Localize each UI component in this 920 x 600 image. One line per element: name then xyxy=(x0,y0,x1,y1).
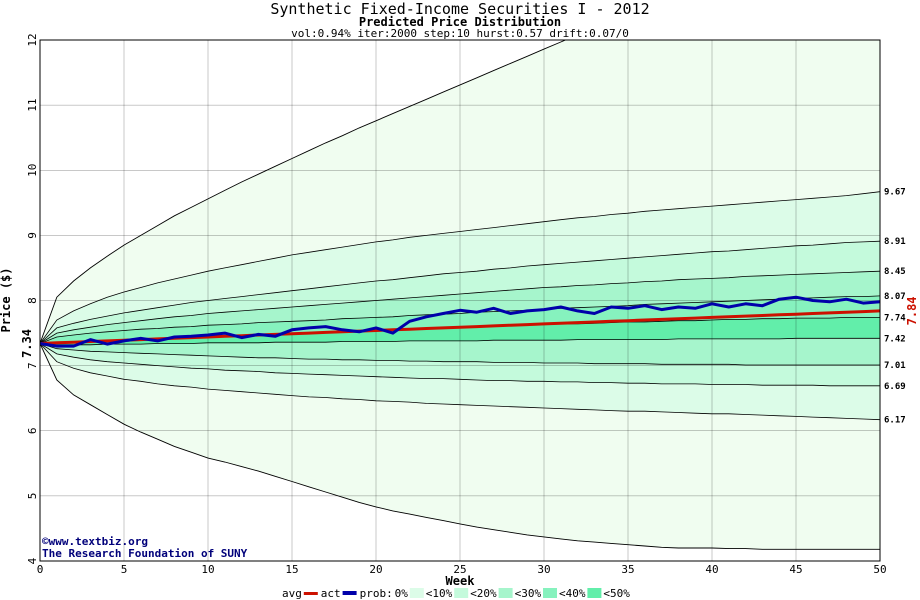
legend-item-1: <10% xyxy=(426,587,453,600)
percentile-line-9.67 xyxy=(40,191,880,344)
legend-item-5: <50% xyxy=(603,587,630,600)
percentile-line-7.01 xyxy=(40,343,880,366)
legend-swatch-4 xyxy=(543,588,557,598)
percentile-line-8.45 xyxy=(40,270,880,344)
series-act xyxy=(39,295,881,348)
x-tick-0: 0 xyxy=(37,563,44,576)
legend-item-4: <40% xyxy=(559,587,586,600)
right-label-8.45: 8.45 xyxy=(884,267,906,277)
legend-avg-label: avg xyxy=(282,587,302,600)
plot-frame xyxy=(39,39,881,562)
y-tick-labels: 4 5 6 7 8 9 10 11 12 xyxy=(26,33,39,564)
credit-website: ©www.textbiz.org xyxy=(42,535,148,548)
legend-act-swatch xyxy=(342,591,357,595)
y-axis-label: Price ($) xyxy=(0,267,13,332)
legend-act-label: act xyxy=(321,587,341,600)
legend-avg-swatch xyxy=(303,592,318,595)
y-tick-7: 7 xyxy=(26,362,39,369)
legend-item-0: 0% xyxy=(395,587,409,600)
y-tick-9: 9 xyxy=(26,232,39,239)
x-axis-label: Week xyxy=(446,574,476,588)
legend-swatch-1 xyxy=(409,588,424,598)
legend: avg act prob: 0% <10% <20% <30% <40% <50% xyxy=(282,587,630,600)
legend-swatch-3 xyxy=(498,588,513,598)
y-tick-8: 8 xyxy=(26,297,39,304)
x-tick-25: 25 xyxy=(453,563,466,576)
x-tick-50: 50 xyxy=(873,563,886,576)
percentile-line-6.17 xyxy=(40,343,880,421)
chart-params: vol:0.94% iter:2000 step:10 hurst:0.57 d… xyxy=(291,27,629,40)
envelope-upper-line xyxy=(40,40,567,344)
right-label-8.07: 8.07 xyxy=(884,292,906,302)
percentile-line-8.07 xyxy=(40,295,880,344)
y-tick-5: 5 xyxy=(26,493,39,500)
end-price-label: 7.84 xyxy=(905,296,919,325)
x-tick-30: 30 xyxy=(537,563,550,576)
right-label-6.69: 6.69 xyxy=(884,382,906,392)
chart-title: Synthetic Fixed-Income Securities I - 20… xyxy=(270,0,649,18)
x-tick-5: 5 xyxy=(121,563,128,576)
y-tick-11: 11 xyxy=(26,99,39,112)
y-tick-4: 4 xyxy=(26,557,39,564)
right-label-9.67: 9.67 xyxy=(884,188,906,198)
y-tick-6: 6 xyxy=(26,427,39,434)
percentile-line-7.42 xyxy=(40,337,880,346)
start-price-label: 7.34 xyxy=(20,329,34,358)
percentile-line-8.91 xyxy=(40,240,880,344)
envelope-lower-line xyxy=(40,343,880,550)
credit-organization: The Research Foundation of SUNY xyxy=(42,547,248,560)
x-tick-35: 35 xyxy=(621,563,634,576)
percentile-line-6.69 xyxy=(40,343,880,387)
legend-item-2: <20% xyxy=(470,587,497,600)
x-tick-45: 45 xyxy=(789,563,802,576)
right-label-7.74: 7.74 xyxy=(884,313,906,323)
legend-swatch-5 xyxy=(587,588,602,598)
x-tick-20: 20 xyxy=(369,563,382,576)
right-label-8.91: 8.91 xyxy=(884,237,906,247)
y-tick-10: 10 xyxy=(26,164,39,177)
legend-swatch-2 xyxy=(454,588,469,598)
x-tick-10: 10 xyxy=(201,563,214,576)
legend-item-3: <30% xyxy=(515,587,542,600)
right-percentile-labels: 9.67 8.91 8.45 8.07 7.74 7.42 7.01 6.69 6.17 xyxy=(884,188,906,426)
x-tick-15: 15 xyxy=(285,563,298,576)
legend-prob-label: prob: xyxy=(360,587,393,600)
percentile-lines xyxy=(40,40,880,550)
x-tick-labels: 0 5 10 15 20 25 30 35 40 45 50 xyxy=(37,563,887,576)
right-label-6.17: 6.17 xyxy=(884,416,906,426)
right-label-7.42: 7.42 xyxy=(884,334,906,344)
right-label-7.01: 7.01 xyxy=(884,361,906,371)
x-tick-40: 40 xyxy=(705,563,718,576)
chart-subtitle: Predicted Price Distribution xyxy=(359,15,561,29)
y-tick-12: 12 xyxy=(26,33,39,46)
price-series xyxy=(39,295,881,348)
